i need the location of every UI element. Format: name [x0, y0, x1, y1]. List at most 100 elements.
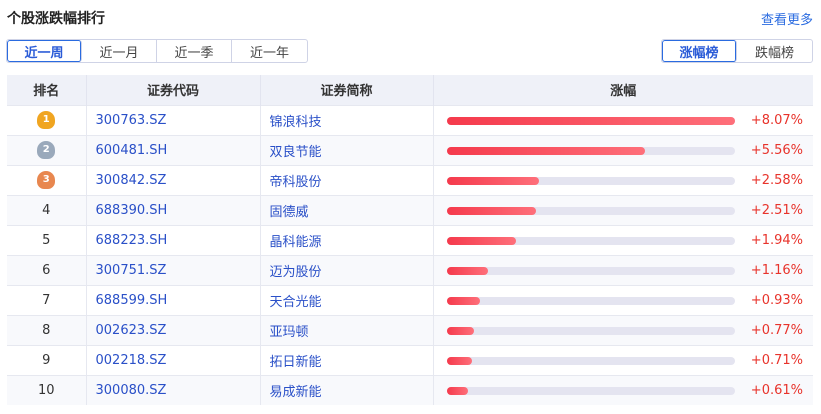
change-bar-track	[446, 386, 735, 395]
rank-cell: 8	[7, 314, 87, 345]
rank-cell: 6	[7, 254, 87, 285]
col-name: 证券简称	[260, 75, 434, 105]
change-cell: +5.56%	[433, 134, 813, 165]
change-value: +2.58%	[750, 172, 803, 188]
change-value: +0.71%	[750, 352, 803, 368]
change-cell: +0.71%	[433, 344, 813, 375]
change-value: +2.51%	[750, 202, 803, 218]
change-value: +0.77%	[750, 322, 803, 338]
security-name-link[interactable]: 亚玛顿	[260, 314, 434, 345]
rank-cell: 2	[7, 134, 87, 165]
change-bar-fill	[446, 296, 480, 305]
col-code: 证券代码	[86, 75, 261, 105]
change-cell: +2.58%	[433, 164, 813, 195]
change-value: +0.61%	[750, 382, 803, 398]
tab-period[interactable]: 近一月	[82, 40, 157, 62]
table-row[interactable]: 2 600481.SH 双良节能 +5.56%	[7, 134, 813, 165]
rank-cell: 5	[7, 224, 87, 255]
rank-number: 10	[37, 382, 55, 398]
change-cell: +1.16%	[433, 254, 813, 285]
change-cell: +0.93%	[433, 284, 813, 315]
change-bar-track	[446, 326, 735, 335]
table-row[interactable]: 9 002218.SZ 拓日新能 +0.71%	[7, 344, 813, 375]
change-bar-fill	[446, 236, 516, 245]
change-bar-fill	[446, 386, 469, 395]
change-bar-fill	[446, 206, 537, 215]
table-row[interactable]: 3 300842.SZ 帝科股份 +2.58%	[7, 164, 813, 195]
section-title: 个股涨跌幅排行	[7, 11, 105, 27]
change-bar-fill	[446, 116, 735, 125]
rank-cell: 3	[7, 164, 87, 195]
security-code-link[interactable]: 600481.SH	[86, 134, 261, 165]
security-code-link[interactable]: 688599.SH	[86, 284, 261, 315]
change-bar-track	[446, 116, 735, 125]
col-change: 涨幅	[433, 75, 813, 105]
security-name-link[interactable]: 易成新能	[260, 374, 434, 405]
change-bar-track	[446, 356, 735, 365]
table-row[interactable]: 5 688223.SH 晶科能源 +1.94%	[7, 224, 813, 255]
period-tabs: 近一周 近一月 近一季 近一年	[6, 39, 308, 63]
change-value: +0.93%	[750, 292, 803, 308]
ranking-table: 排名 证券代码 证券简称 涨幅 1 300763.SZ 锦浪科技 +8.07% 2…	[7, 75, 813, 405]
change-cell: +2.51%	[433, 194, 813, 225]
col-rank: 排名	[7, 75, 87, 105]
security-name-link[interactable]: 帝科股份	[260, 164, 434, 195]
table-row[interactable]: 8 002623.SZ 亚玛顿 +0.77%	[7, 314, 813, 345]
security-name-link[interactable]: 晶科能源	[260, 224, 434, 255]
security-name-link[interactable]: 锦浪科技	[260, 104, 434, 135]
security-name-link[interactable]: 固德威	[260, 194, 434, 225]
table-row[interactable]: 6 300751.SZ 迈为股份 +1.16%	[7, 254, 813, 285]
change-bar-fill	[446, 146, 645, 155]
medal-icon: 1	[37, 111, 56, 129]
change-bar-track	[446, 176, 735, 185]
security-code-link[interactable]: 300763.SZ	[86, 104, 261, 135]
change-value: +1.16%	[750, 262, 803, 278]
change-value: +8.07%	[750, 112, 803, 128]
table-header: 排名 证券代码 证券简称 涨幅	[7, 75, 813, 105]
rank-number: 5	[42, 232, 51, 248]
security-name-link[interactable]: 迈为股份	[260, 254, 434, 285]
change-cell: +1.94%	[433, 224, 813, 255]
security-code-link[interactable]: 300080.SZ	[86, 374, 261, 405]
change-bar-track	[446, 296, 735, 305]
rank-number: 6	[42, 262, 51, 278]
table-row[interactable]: 7 688599.SH 天合光能 +0.93%	[7, 284, 813, 315]
rank-cell: 10	[7, 374, 87, 405]
tab-period[interactable]: 近一周	[7, 40, 82, 62]
security-code-link[interactable]: 300751.SZ	[86, 254, 261, 285]
medal-icon: 3	[37, 171, 56, 189]
tab-period[interactable]: 近一年	[249, 45, 289, 61]
security-code-link[interactable]: 002218.SZ	[86, 344, 261, 375]
change-bar-track	[446, 146, 735, 155]
change-bar-fill	[446, 356, 472, 365]
security-name-link[interactable]: 拓日新能	[260, 344, 434, 375]
table-row[interactable]: 1 300763.SZ 锦浪科技 +8.07%	[7, 104, 813, 135]
change-value: +1.94%	[750, 232, 803, 248]
view-more-link[interactable]: 查看更多	[760, 13, 813, 28]
change-cell: +0.61%	[433, 374, 813, 405]
rank-cell: 1	[7, 104, 87, 135]
security-code-link[interactable]: 002623.SZ	[86, 314, 261, 345]
security-code-link[interactable]: 688223.SH	[86, 224, 261, 255]
security-name-link[interactable]: 天合光能	[260, 284, 434, 315]
rank-number: 7	[42, 292, 51, 308]
change-cell: +0.77%	[433, 314, 813, 345]
table-row[interactable]: 4 688390.SH 固德威 +2.51%	[7, 194, 813, 225]
rank-cell: 4	[7, 194, 87, 225]
rank-number: 9	[42, 352, 51, 368]
change-value: +5.56%	[750, 142, 803, 158]
security-code-link[interactable]: 300842.SZ	[86, 164, 261, 195]
change-bar-fill	[446, 326, 474, 335]
medal-icon: 2	[37, 141, 56, 159]
change-bar-track	[446, 266, 735, 275]
rank-number: 8	[42, 322, 51, 338]
rank-number: 4	[42, 202, 51, 218]
tab-board[interactable]: 涨幅榜	[662, 40, 737, 62]
change-bar-track	[446, 206, 735, 215]
tab-period[interactable]: 近一季	[157, 40, 232, 62]
security-name-link[interactable]: 双良节能	[260, 134, 434, 165]
change-bar-fill	[446, 266, 488, 275]
security-code-link[interactable]: 688390.SH	[86, 194, 261, 225]
tab-board[interactable]: 跌幅榜	[754, 45, 794, 61]
table-row[interactable]: 10 300080.SZ 易成新能 +0.61%	[7, 374, 813, 405]
